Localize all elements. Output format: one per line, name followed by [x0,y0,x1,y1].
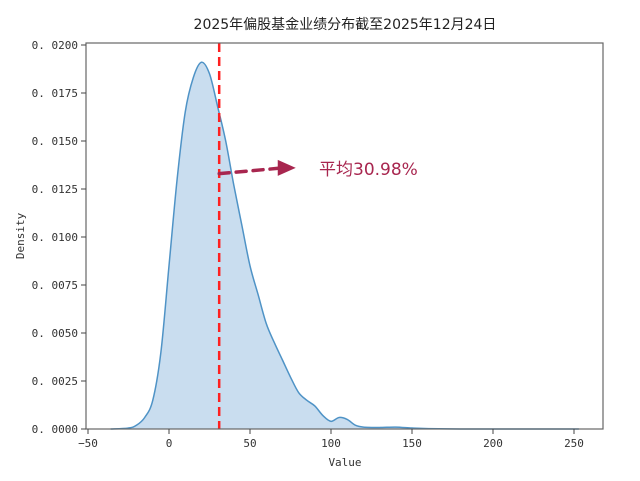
y-tick-label: 0. 0025 [32,375,78,388]
axes-frame [85,42,604,430]
y-tick-label: 0. 0000 [32,423,78,436]
x-tick-label: 100 [321,437,341,450]
annotation-arrow [217,159,296,176]
y-tick-label: 0. 0125 [32,183,78,196]
y-tick-label: 0. 0100 [32,231,78,244]
y-tick-label: 0. 0075 [32,279,78,292]
y-axis-label: Density [14,212,27,259]
y-tick-label: 0. 0175 [32,87,78,100]
density-curve [110,61,579,430]
mean-annotation: 平均30.98% [319,160,418,180]
x-axis-label: Value [328,456,361,469]
x-tick-label: 0 [166,437,173,450]
y-tick-label: 0. 0200 [32,39,78,52]
x-tick-label: 50 [243,437,256,450]
arrow-head-icon [277,159,296,176]
x-tick-label: 200 [483,437,503,450]
x-axis-ticks: −50 0 50 100 150 200 250 [78,429,584,450]
x-tick-label: 150 [402,437,422,450]
x-tick-label: −50 [78,437,98,450]
y-tick-label: 0. 0150 [32,135,78,148]
density-area [110,62,579,430]
plot-area: 平均30.98% [110,43,579,430]
x-tick-label: 250 [564,437,584,450]
chart-title: 2025年偏股基金业绩分布截至2025年12月24日 [194,16,497,33]
y-tick-label: 0. 0050 [32,327,78,340]
y-axis-ticks: 0. 0000 0. 0025 0. 0050 0. 0075 0. 0100 0. 01… [32,39,86,436]
